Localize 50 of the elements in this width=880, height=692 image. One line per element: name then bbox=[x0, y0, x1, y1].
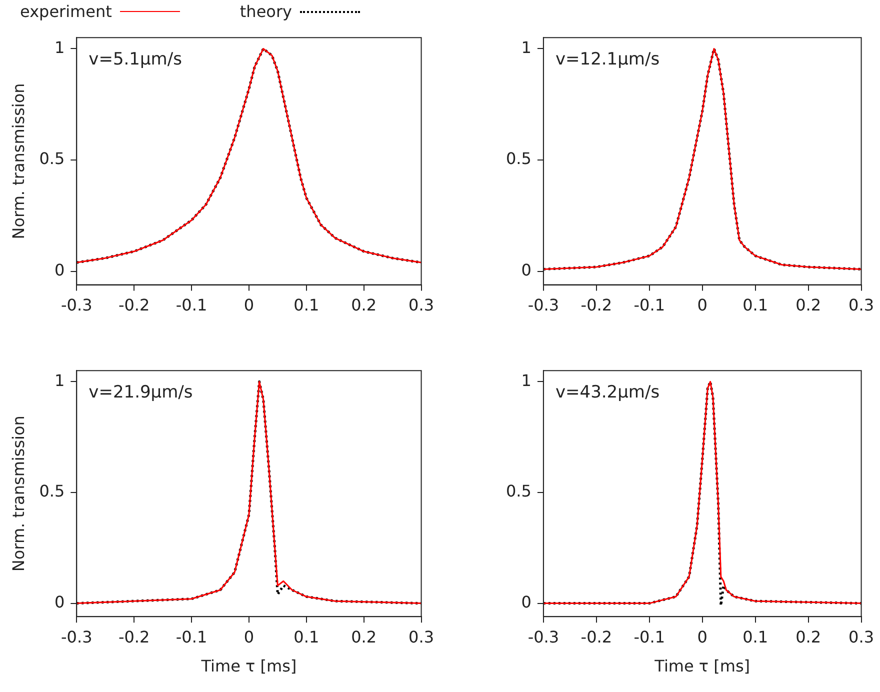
x-tick-label: -0.2 bbox=[118, 627, 150, 646]
x-tick-label: 0.3 bbox=[848, 296, 874, 315]
x-tick-label: -0.1 bbox=[176, 627, 208, 646]
annotation: v=5.1µm/s bbox=[88, 50, 182, 70]
x-tick-label: -0.2 bbox=[580, 627, 612, 646]
x-tick-label: 0 bbox=[697, 296, 708, 315]
x-tick-label: 0.1 bbox=[742, 296, 768, 315]
x-tick-label: -0.1 bbox=[634, 627, 665, 646]
y-tick-label: 1 bbox=[54, 370, 65, 390]
x-axis-title: Time τ [ms] bbox=[200, 656, 297, 676]
y-tick-label: 0.5 bbox=[506, 149, 532, 168]
legend-label: experiment bbox=[20, 2, 112, 21]
y-tick-label: 0 bbox=[521, 592, 532, 612]
x-tick-label: 0.1 bbox=[742, 627, 768, 646]
x-tick-label: 0 bbox=[244, 627, 254, 646]
y-tick-label: 0.5 bbox=[39, 149, 65, 168]
annotation: v=12.1µm/s bbox=[555, 50, 660, 70]
x-tick-label: -0.2 bbox=[580, 296, 612, 315]
y-tick-label: 0 bbox=[54, 592, 65, 612]
x-tick-label: -0.2 bbox=[118, 296, 150, 315]
x-tick-label: -0.3 bbox=[528, 296, 560, 315]
y-tick-label: 0.5 bbox=[39, 482, 65, 501]
x-tick-label: 0.3 bbox=[408, 627, 434, 646]
x-tick-label: 0.2 bbox=[351, 627, 377, 646]
x-tick-label: -0.1 bbox=[634, 296, 665, 315]
x-tick-label: 0.1 bbox=[294, 627, 320, 646]
x-tick-label: -0.3 bbox=[61, 627, 92, 646]
legend-label: theory bbox=[240, 2, 292, 21]
y-axis-title: Norm. transmission bbox=[8, 83, 28, 240]
y-axis-title: Norm. transmission bbox=[8, 416, 28, 572]
x-tick-label: -0.1 bbox=[176, 296, 208, 315]
y-tick-label: 1 bbox=[521, 38, 532, 57]
y-tick-label: 0 bbox=[54, 260, 65, 280]
x-tick-label: 0.3 bbox=[408, 296, 434, 315]
x-axis-title: Time τ [ms] bbox=[654, 656, 750, 676]
x-tick-label: -0.3 bbox=[61, 296, 92, 315]
y-tick-label: 1 bbox=[521, 370, 532, 390]
y-tick-label: 1 bbox=[54, 38, 65, 57]
x-tick-label: 0.3 bbox=[848, 627, 874, 646]
x-tick-label: 0 bbox=[697, 627, 708, 646]
x-tick-label: 0.2 bbox=[796, 627, 822, 646]
annotation: v=21.9µm/s bbox=[88, 382, 193, 403]
x-tick-label: 0.1 bbox=[294, 296, 320, 315]
x-tick-label: -0.3 bbox=[528, 627, 560, 646]
x-tick-label: 0.2 bbox=[796, 296, 822, 315]
annotation: v=43.2µm/s bbox=[555, 382, 660, 403]
x-tick-label: 0 bbox=[244, 296, 254, 315]
y-tick-label: 0 bbox=[521, 260, 532, 280]
x-tick-label: 0.2 bbox=[351, 296, 377, 315]
y-tick-label: 0.5 bbox=[506, 482, 532, 501]
